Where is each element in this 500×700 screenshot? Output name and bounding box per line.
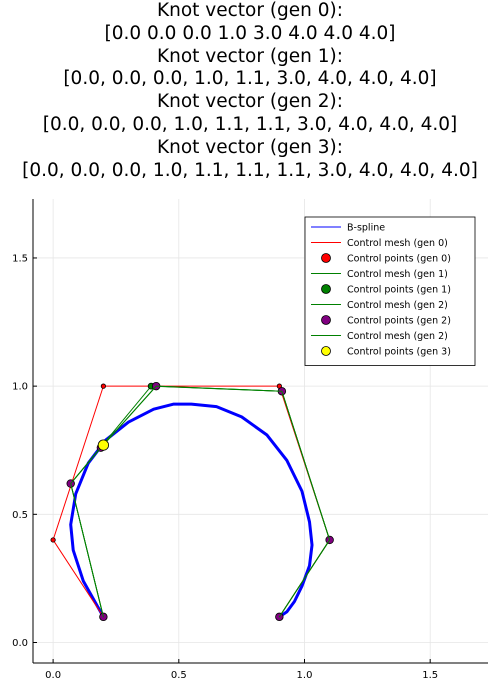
title-line-3: Knot vector (gen 1): (156, 45, 344, 67)
series-line-7 (70, 385, 331, 618)
legend-label-3: Control mesh (gen 1) (347, 269, 448, 280)
legend-label-1: Control mesh (gen 0) (347, 238, 448, 249)
y-tick-label-0: 0.0 (12, 638, 28, 649)
legend-label-7: Control mesh (gen 2) (347, 331, 448, 342)
title-line-8: [0.0, 0.0, 0.0, 1.0, 1.1, 1.1, 1.1, 3.0,… (22, 159, 478, 181)
legend-label-4: Control points (gen 1) (347, 285, 451, 296)
legend-swatch-2 (321, 253, 331, 263)
series-layer (50, 381, 334, 622)
x-tick-label-1: 0.5 (171, 670, 187, 681)
legend-swatch-6 (321, 315, 331, 325)
axes-layer: 0.0 0.5 1.0 1.5 0.0 0.5 1.0 1.5 (12, 199, 488, 681)
chart-title: Knot vector (gen 0): [0.0 0.0 0.0 1.0 3.… (0, 0, 500, 182)
y-tick-label-3: 1.5 (12, 253, 28, 264)
legend-label-8: Control points (gen 3) (347, 347, 451, 358)
title-line-6: [0.0, 0.0, 0.0, 1.0, 1.1, 1.1, 3.0, 4.0,… (42, 113, 458, 135)
series-2-point-2 (100, 383, 106, 389)
legend-swatch-4 (321, 284, 331, 294)
legend-label-5: Control mesh (gen 2) (347, 300, 448, 311)
y-tick-label-2: 1.0 (12, 382, 28, 393)
legend-label-6: Control points (gen 2) (347, 316, 451, 327)
series-2-point-1 (50, 537, 56, 543)
legend: B-spline Control mesh (gen 0) Control poin… (304, 216, 476, 366)
x-tick-label-0: 0.0 (45, 670, 61, 681)
title-line-1: Knot vector (gen 0): (156, 0, 344, 21)
y-tick-label-1: 0.5 (12, 510, 28, 521)
title-line-5: Knot vector (gen 2): (156, 91, 344, 113)
x-tick-label-3: 1.5 (422, 670, 438, 681)
legend-label-0: B-spline (347, 223, 385, 234)
series-8-point-0 (97, 439, 109, 451)
legend-label-2: Control points (gen 0) (347, 254, 451, 265)
series-line-0 (69, 402, 314, 619)
title-line-4: [0.0, 0.0, 0.0, 1.0, 1.1, 3.0, 4.0, 4.0,… (63, 68, 437, 90)
legend-box (304, 216, 476, 366)
legend-swatch-8 (321, 346, 331, 356)
title-line-7: Knot vector (gen 3): (156, 136, 344, 158)
x-tick-label-2: 1.0 (297, 670, 313, 681)
title-line-2: [0.0 0.0 0.0 1.0 3.0 4.0 4.0 4.0] (104, 22, 396, 44)
